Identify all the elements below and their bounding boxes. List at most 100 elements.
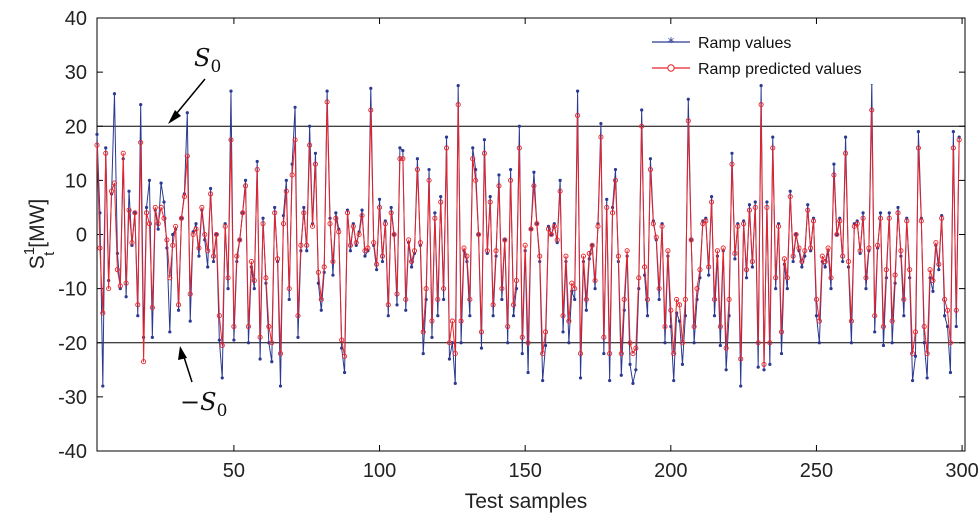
point-0-295 — [954, 324, 958, 329]
point-1-229 — [761, 361, 767, 367]
point-1-231 — [767, 340, 773, 346]
point-0-224 — [747, 203, 752, 207]
point-1-57 — [260, 221, 266, 227]
point-1-134 — [484, 248, 490, 254]
point-0-21 — [156, 227, 160, 231]
legend-label-ramp-predicted: Ramp predicted values — [698, 61, 862, 78]
point-0-282 — [916, 130, 921, 134]
point-1-31 — [184, 153, 190, 159]
point-1-128 — [467, 296, 473, 303]
point-1-282 — [915, 145, 921, 151]
y-axis-title-main: S — [26, 255, 49, 269]
point-1-203 — [685, 118, 691, 124]
point-1-100 — [385, 302, 391, 308]
point-0-164 — [573, 297, 577, 302]
point-0-117 — [436, 314, 440, 318]
point-1-22 — [158, 204, 164, 210]
point-1-214 — [717, 323, 723, 330]
point-1-42 — [216, 313, 222, 319]
point-0-235 — [779, 351, 784, 356]
point-1-264 — [863, 275, 869, 281]
point-0-281 — [913, 354, 918, 358]
point-1-133 — [481, 150, 487, 156]
point-1-219 — [732, 250, 738, 256]
point-1-140 — [502, 237, 508, 243]
point-0-26 — [171, 232, 175, 237]
point-1-37 — [202, 231, 208, 238]
point-0-219 — [733, 257, 737, 261]
point-1-111 — [417, 240, 423, 246]
point-0-248 — [817, 341, 821, 345]
point-1-147 — [522, 242, 528, 248]
point-0-6 — [112, 92, 117, 96]
point-1-81 — [330, 259, 336, 265]
point-1-271 — [883, 267, 889, 273]
point-1-5 — [109, 188, 115, 194]
point-0-225 — [750, 265, 754, 269]
point-1-174 — [601, 334, 607, 340]
point-1-273 — [889, 318, 895, 324]
point-1-97 — [376, 204, 383, 210]
point-0-75 — [313, 151, 318, 155]
point-0-162 — [567, 341, 571, 345]
point-0-104 — [398, 146, 402, 150]
point-1-25 — [167, 275, 173, 281]
point-0-145 — [517, 124, 521, 128]
point-0-14 — [136, 314, 140, 318]
point-0-94 — [369, 86, 373, 90]
point-1-287 — [930, 277, 936, 284]
point-1-235 — [778, 329, 785, 335]
point-0-42 — [217, 338, 221, 342]
point-1-187 — [639, 123, 645, 129]
annotation-s0-arrow — [171, 78, 206, 120]
y-tick-label-5: -10 — [58, 279, 87, 301]
point-1-41 — [213, 231, 219, 238]
point-1-99 — [382, 221, 388, 227]
point-1-180 — [618, 351, 624, 357]
point-1-15 — [138, 139, 144, 146]
point-0-264 — [864, 287, 868, 291]
point-0-84 — [340, 346, 344, 350]
point-1-48 — [234, 253, 240, 259]
point-1-285 — [924, 351, 930, 357]
point-1-43 — [219, 342, 225, 349]
point-0-238 — [788, 189, 792, 193]
point-1-227 — [755, 340, 761, 346]
point-1-197 — [668, 307, 674, 313]
point-1-182 — [624, 248, 630, 254]
point-1-98 — [379, 253, 386, 259]
point-1-295 — [953, 307, 959, 313]
point-1-137 — [493, 248, 499, 254]
point-1-1 — [97, 245, 103, 251]
point-0-114 — [427, 167, 431, 172]
point-0-214 — [718, 343, 722, 348]
point-0-129 — [471, 146, 475, 150]
point-1-49 — [237, 237, 243, 243]
legend-marker-ramp-predicted — [667, 64, 675, 72]
point-1-82 — [333, 215, 339, 221]
point-1-172 — [595, 223, 601, 229]
point-0-259 — [849, 341, 854, 345]
point-1-102 — [391, 231, 397, 238]
svg-text:S0: S0 — [194, 44, 221, 77]
point-0-171 — [593, 287, 597, 291]
y-axis-title-sub: t — [41, 251, 58, 256]
point-0-123 — [453, 381, 457, 385]
point-1-236 — [781, 256, 787, 262]
y-tick-label-6: -20 — [58, 333, 87, 355]
point-1-74 — [309, 223, 316, 229]
point-1-96 — [374, 261, 380, 267]
point-1-283 — [918, 218, 924, 224]
point-0-65 — [284, 178, 288, 182]
point-0-25 — [168, 330, 172, 334]
point-1-199 — [674, 296, 680, 303]
point-1-38 — [205, 248, 211, 254]
point-0-256 — [841, 259, 845, 264]
point-1-40 — [210, 253, 217, 259]
point-1-69 — [295, 313, 301, 319]
y-axis-title: S1 t [MW] — [21, 199, 58, 270]
point-0-35 — [197, 254, 201, 258]
point-0-211 — [709, 195, 714, 199]
point-1-286 — [927, 267, 933, 273]
point-1-249 — [819, 253, 825, 259]
